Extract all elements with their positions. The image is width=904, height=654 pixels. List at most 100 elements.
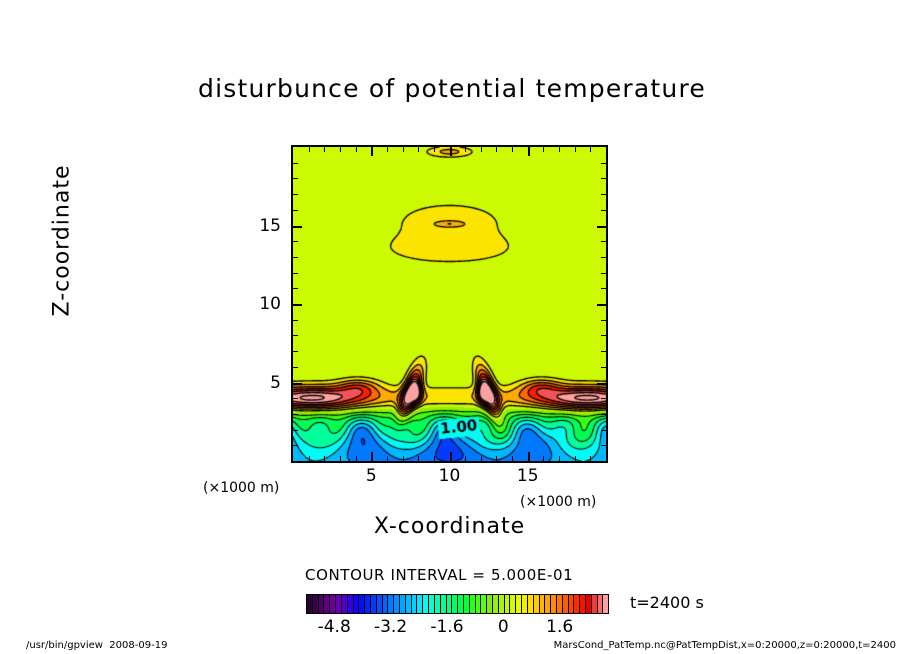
colorbar-cell	[498, 595, 505, 613]
x-axis-minor-tick-top	[590, 147, 591, 152]
y-axis-tick-label: 10	[259, 294, 281, 314]
y-axis-major-tick-right	[597, 383, 606, 385]
colorbar-cell	[376, 595, 383, 613]
contour-plot-canvas	[293, 147, 606, 461]
x-axis-minor-tick-top	[324, 147, 325, 152]
y-axis-minor-tick-right	[601, 178, 606, 179]
x-axis-minor-tick	[356, 456, 357, 461]
colorbar-cell	[330, 595, 337, 613]
colorbar-cell	[307, 595, 313, 613]
time-stamp-label: t=2400 s	[630, 593, 704, 612]
footer-command-label: /usr/bin/gpview 2008-09-19	[26, 640, 168, 651]
colorbar-cell	[556, 595, 563, 613]
colorbar-cell	[400, 595, 406, 613]
y-axis-minor-tick	[293, 257, 298, 258]
y-axis-minor-tick-right	[601, 241, 606, 242]
colorbar-cell	[533, 595, 540, 613]
colorbar-cell	[603, 595, 609, 613]
colorbar-cell	[370, 595, 377, 613]
x-axis-major-tick	[371, 452, 373, 461]
x-axis-minor-tick	[512, 456, 513, 461]
y-axis-minor-tick-right	[601, 320, 606, 321]
x-axis-major-tick	[528, 452, 530, 461]
colorbar-cell	[522, 595, 528, 613]
x-axis-minor-tick-top	[575, 147, 576, 152]
x-axis-minor-tick	[543, 456, 544, 461]
x-axis-tick-label: 5	[365, 466, 377, 486]
x-axis-unit-note: (×1000 m)	[520, 494, 597, 510]
colorbar-cell	[417, 595, 424, 613]
colorbar-cell	[469, 595, 476, 613]
colorbar-cell	[510, 595, 517, 613]
colorbar-cell	[452, 595, 459, 613]
y-axis-minor-tick-right	[601, 398, 606, 399]
x-axis-minor-tick	[309, 456, 310, 461]
colorbar-cell	[341, 595, 348, 613]
x-axis-minor-tick-top	[434, 147, 435, 152]
x-axis-major-tick-top	[528, 147, 530, 156]
colorbar-tick-label: -1.6	[430, 617, 464, 637]
colorbar-cell	[446, 595, 453, 613]
y-axis-minor-tick-right	[601, 430, 606, 431]
y-axis-minor-tick	[293, 430, 298, 431]
y-axis-minor-tick	[293, 335, 298, 336]
x-axis-minor-tick-top	[356, 147, 357, 152]
y-axis-minor-tick-right	[601, 163, 606, 164]
x-axis-minor-tick-top	[309, 147, 310, 152]
x-axis-minor-tick-top	[481, 147, 482, 152]
x-axis-minor-tick	[559, 456, 560, 461]
x-axis-minor-tick	[590, 456, 591, 461]
colorbar-cell	[597, 595, 604, 613]
contour-interval-label: CONTOUR INTERVAL = 5.000E-01	[305, 566, 574, 584]
colorbar-cell	[487, 595, 493, 613]
y-axis-major-tick	[293, 383, 302, 385]
colorbar-cell	[324, 595, 331, 613]
page-title: disturbunce of potential temperature	[198, 74, 706, 103]
colorbar-cell	[463, 595, 470, 613]
y-axis-major-tick	[293, 304, 302, 306]
colorbar-cell	[568, 595, 575, 613]
colorbar-tick-label: 1.6	[546, 617, 574, 637]
x-axis-minor-tick-top	[465, 147, 466, 152]
plot-area	[291, 145, 608, 463]
y-axis-minor-tick	[293, 194, 298, 195]
x-axis-major-tick-top	[371, 147, 373, 156]
y-axis-tick-label: 5	[270, 372, 281, 393]
y-axis-major-tick-right	[597, 226, 606, 228]
colorbar-tick-label: -4.8	[317, 617, 351, 637]
colorbar-cell	[388, 595, 395, 613]
colorbar-cell	[562, 595, 569, 613]
y-axis-title: Z-coordinate	[49, 164, 75, 317]
x-axis-minor-tick	[434, 456, 435, 461]
y-axis-minor-tick-right	[601, 351, 606, 352]
x-axis-minor-tick	[465, 456, 466, 461]
y-axis-minor-tick	[293, 320, 298, 321]
colorbar-cell	[405, 595, 412, 613]
colorbar-cell	[312, 595, 319, 613]
colorbar-cell	[580, 595, 586, 613]
x-axis-major-tick-top	[450, 147, 452, 156]
x-axis-minor-tick-top	[512, 147, 513, 152]
colorbar-cell	[440, 595, 447, 613]
y-axis-minor-tick	[293, 241, 298, 242]
colorbar-tick-label: 0	[497, 617, 509, 637]
colorbar-cell	[586, 595, 592, 613]
footer-source-label: MarsCond_PatTemp.nc@PatTempDist,x=0:2000…	[553, 640, 896, 651]
y-axis-minor-tick	[293, 210, 298, 211]
y-axis-major-tick	[293, 226, 302, 228]
colorbar-cell	[394, 595, 400, 613]
x-axis-minor-tick	[481, 456, 482, 461]
y-axis-minor-tick-right	[601, 210, 606, 211]
x-axis-minor-tick	[340, 456, 341, 461]
x-axis-tick-label: 10	[438, 466, 461, 486]
colorbar-cell	[545, 595, 552, 613]
colorbar-tick-label: -3.2	[373, 617, 408, 637]
y-axis-minor-tick	[293, 163, 298, 164]
y-axis-minor-tick	[293, 178, 298, 179]
y-axis-minor-tick-right	[601, 273, 606, 274]
colorbar-cell	[411, 595, 418, 613]
colorbar-cell	[347, 595, 354, 613]
y-axis-minor-tick	[293, 414, 298, 415]
x-axis-minor-tick-top	[496, 147, 497, 152]
x-axis-minor-tick-top	[340, 147, 341, 152]
